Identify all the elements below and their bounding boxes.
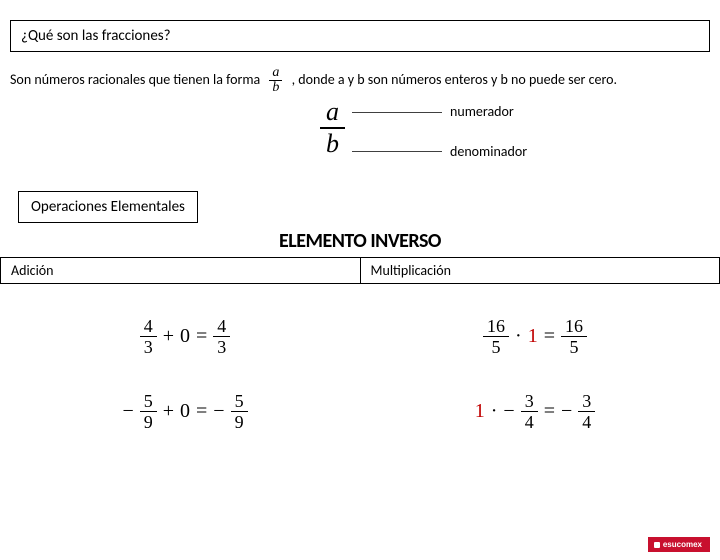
numerator-line <box>352 112 442 113</box>
logo: esucomex <box>648 537 710 552</box>
fraction-diagram: a b numerador denominador <box>0 97 720 187</box>
col-right-header: Multiplicación <box>360 257 720 284</box>
denominator-label: denominador <box>450 143 527 160</box>
big-fraction: a b <box>320 97 345 159</box>
denominator-line <box>352 151 442 152</box>
numerator-label: numerador <box>450 103 514 120</box>
red-one-1: 1 <box>528 325 538 348</box>
section-title-box: Operaciones Elementales <box>18 191 198 223</box>
big-frac-num: a <box>320 97 345 129</box>
section-title: Operaciones Elementales <box>31 198 185 216</box>
title-box: ¿Qué son las fracciones? <box>10 20 710 52</box>
column-headers: Adición Multiplicación <box>0 257 720 284</box>
inline-fraction: a b <box>269 66 282 95</box>
add-eq2: − 59 + 0 = − 59 <box>122 391 247 432</box>
col-right-title: Multiplicación <box>371 262 452 279</box>
add-eq1: 43 + 0 = 43 <box>140 316 231 357</box>
section-row: Operaciones Elementales <box>0 187 720 227</box>
math-area: 43 + 0 = 43 − 59 + 0 = − 59 165 · 1 = 16… <box>0 284 720 464</box>
intro-post: , donde a y b son números enteros y b no… <box>292 71 617 88</box>
logo-text: esucomex <box>663 540 702 549</box>
inline-frac-den: b <box>269 81 282 95</box>
big-frac-den: b <box>320 129 345 159</box>
subtitle: ELEMENTO INVERSO <box>0 229 720 253</box>
mul-eq2: 1 · − 34 = − 34 <box>475 391 596 432</box>
mul-eq1: 165 · 1 = 165 <box>483 316 587 357</box>
col-left-title: Adición <box>11 262 54 279</box>
col-left-header: Adición <box>0 257 360 284</box>
logo-icon <box>654 542 660 548</box>
multiplication-column: 165 · 1 = 165 1 · − 34 = − 34 <box>360 284 710 464</box>
red-one-2: 1 <box>475 400 485 423</box>
inline-frac-num: a <box>269 66 282 81</box>
title-text: ¿Qué son las fracciones? <box>21 27 171 45</box>
intro-pre: Son números racionales que tienen la for… <box>10 71 260 88</box>
addition-column: 43 + 0 = 43 − 59 + 0 = − 59 <box>10 284 360 464</box>
intro-paragraph: Son números racionales que tienen la for… <box>0 60 720 97</box>
